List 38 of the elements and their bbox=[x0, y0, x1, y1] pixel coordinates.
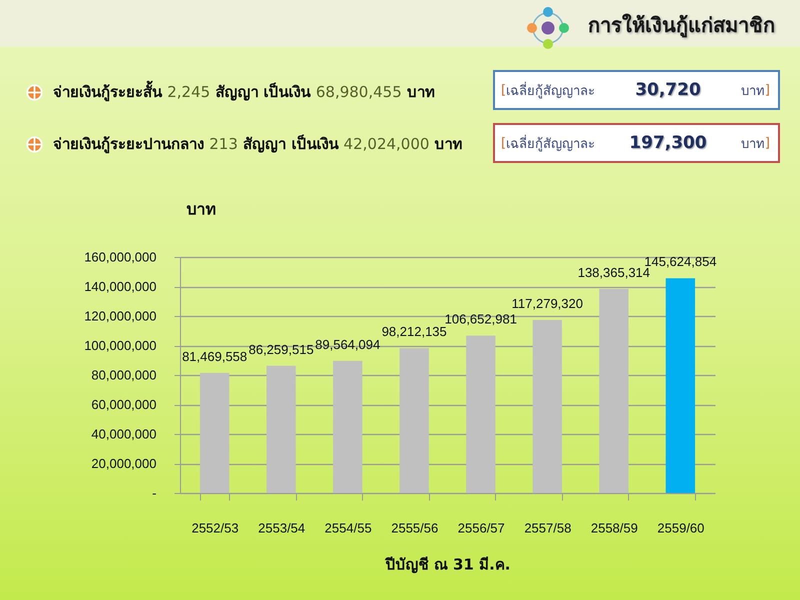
bar bbox=[266, 366, 296, 493]
data-label: 98,212,135 bbox=[382, 324, 447, 340]
bar bbox=[599, 288, 628, 493]
bar bbox=[333, 360, 362, 493]
bar bbox=[666, 278, 696, 493]
bar bbox=[532, 320, 562, 493]
bar bbox=[400, 348, 429, 493]
data-label: 106,652,981 bbox=[444, 312, 517, 327]
y-tick-label: 120,000,000 bbox=[84, 308, 156, 324]
y-tick-label: 80,000,000 bbox=[91, 368, 156, 382]
y-tick-label: 60,000,000 bbox=[91, 397, 156, 412]
data-label: 89,564,094 bbox=[315, 336, 380, 352]
x-tick-label: 2555/56 bbox=[391, 520, 438, 536]
x-tick-label: 2559/60 bbox=[657, 520, 704, 536]
x-tick-label: 2554/55 bbox=[324, 520, 372, 536]
data-label: 117,279,320 bbox=[512, 296, 583, 312]
y-tick-label: 160,000,000 bbox=[84, 250, 156, 264]
data-label: 81,469,558 bbox=[182, 348, 248, 364]
text: [เฉลี่ยกู้สัญญาละ 197,300 บาท] bbox=[501, 133, 770, 153]
x-tick-label: 2553/54 bbox=[258, 520, 306, 536]
x-axis-title: ปีบัญชี ณ 31 มี.ค. bbox=[384, 556, 510, 574]
x-tick-label: 2556/57 bbox=[458, 520, 505, 536]
bar bbox=[200, 372, 230, 493]
text: [เฉลี่ยกู้สัญญาละ 30,720 บาท] bbox=[501, 80, 770, 100]
data-label: 86,259,515 bbox=[248, 342, 314, 357]
bar bbox=[466, 336, 496, 493]
y-tick-label: 40,000,000 bbox=[91, 426, 156, 442]
x-tick-label: 2558/59 bbox=[590, 520, 638, 536]
x-tick-label: 2557/58 bbox=[524, 520, 572, 536]
x-tick-label: 2552/53 bbox=[192, 520, 239, 536]
y-tick-label: - bbox=[152, 486, 156, 500]
y-tick-label: 140,000,000 bbox=[84, 279, 156, 294]
text: จ่ายเงินกู้ระยะสั้น 2,245 สัญญา เป็นเงิน 68,980,455 บาท bbox=[53, 80, 435, 104]
chart-title: การให้เงินกู้แก่สมาชิก bbox=[588, 12, 775, 40]
y-tick-label: 100,000,000 bbox=[84, 338, 156, 353]
y-axis-title: บาท bbox=[186, 200, 216, 218]
text: จ่ายเงินกู้ระยะปานกลาง 213 สัญญา เป็นเงิน 42,024,000 บาท bbox=[53, 134, 463, 156]
y-tick-label: 20,000,000 bbox=[91, 456, 156, 471]
